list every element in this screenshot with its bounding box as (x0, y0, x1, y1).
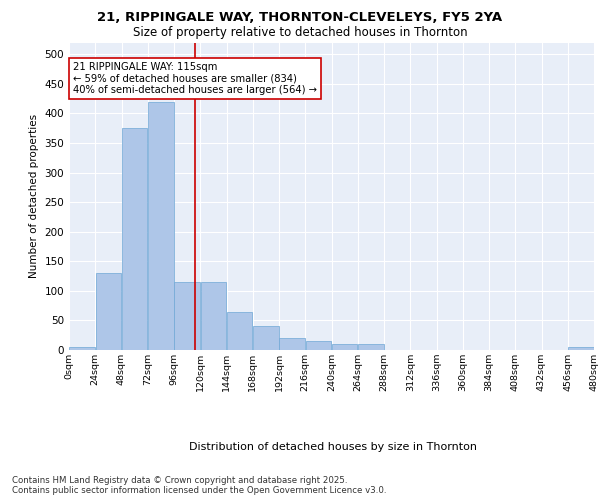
Bar (358, 344, 384, 350)
Bar (122, 128, 148, 350)
Bar (174, 282, 200, 350)
Bar (227, 312, 253, 350)
Bar (69, 347, 95, 350)
Bar (332, 344, 358, 350)
Bar (568, 347, 594, 350)
Bar (148, 102, 174, 350)
Bar (200, 282, 226, 350)
Bar (253, 326, 279, 350)
Text: 21, RIPPINGALE WAY, THORNTON-CLEVELEYS, FY5 2YA: 21, RIPPINGALE WAY, THORNTON-CLEVELEYS, … (97, 11, 503, 24)
Text: 21 RIPPINGALE WAY: 115sqm
← 59% of detached houses are smaller (834)
40% of semi: 21 RIPPINGALE WAY: 115sqm ← 59% of detac… (73, 62, 317, 95)
Bar (95, 273, 121, 350)
Text: Contains HM Land Registry data © Crown copyright and database right 2025.
Contai: Contains HM Land Registry data © Crown c… (12, 476, 386, 495)
Bar (305, 341, 331, 350)
Text: Distribution of detached houses by size in Thornton: Distribution of detached houses by size … (189, 442, 477, 452)
Text: Size of property relative to detached houses in Thornton: Size of property relative to detached ho… (133, 26, 467, 39)
Bar (279, 338, 305, 350)
Y-axis label: Number of detached properties: Number of detached properties (29, 114, 39, 278)
